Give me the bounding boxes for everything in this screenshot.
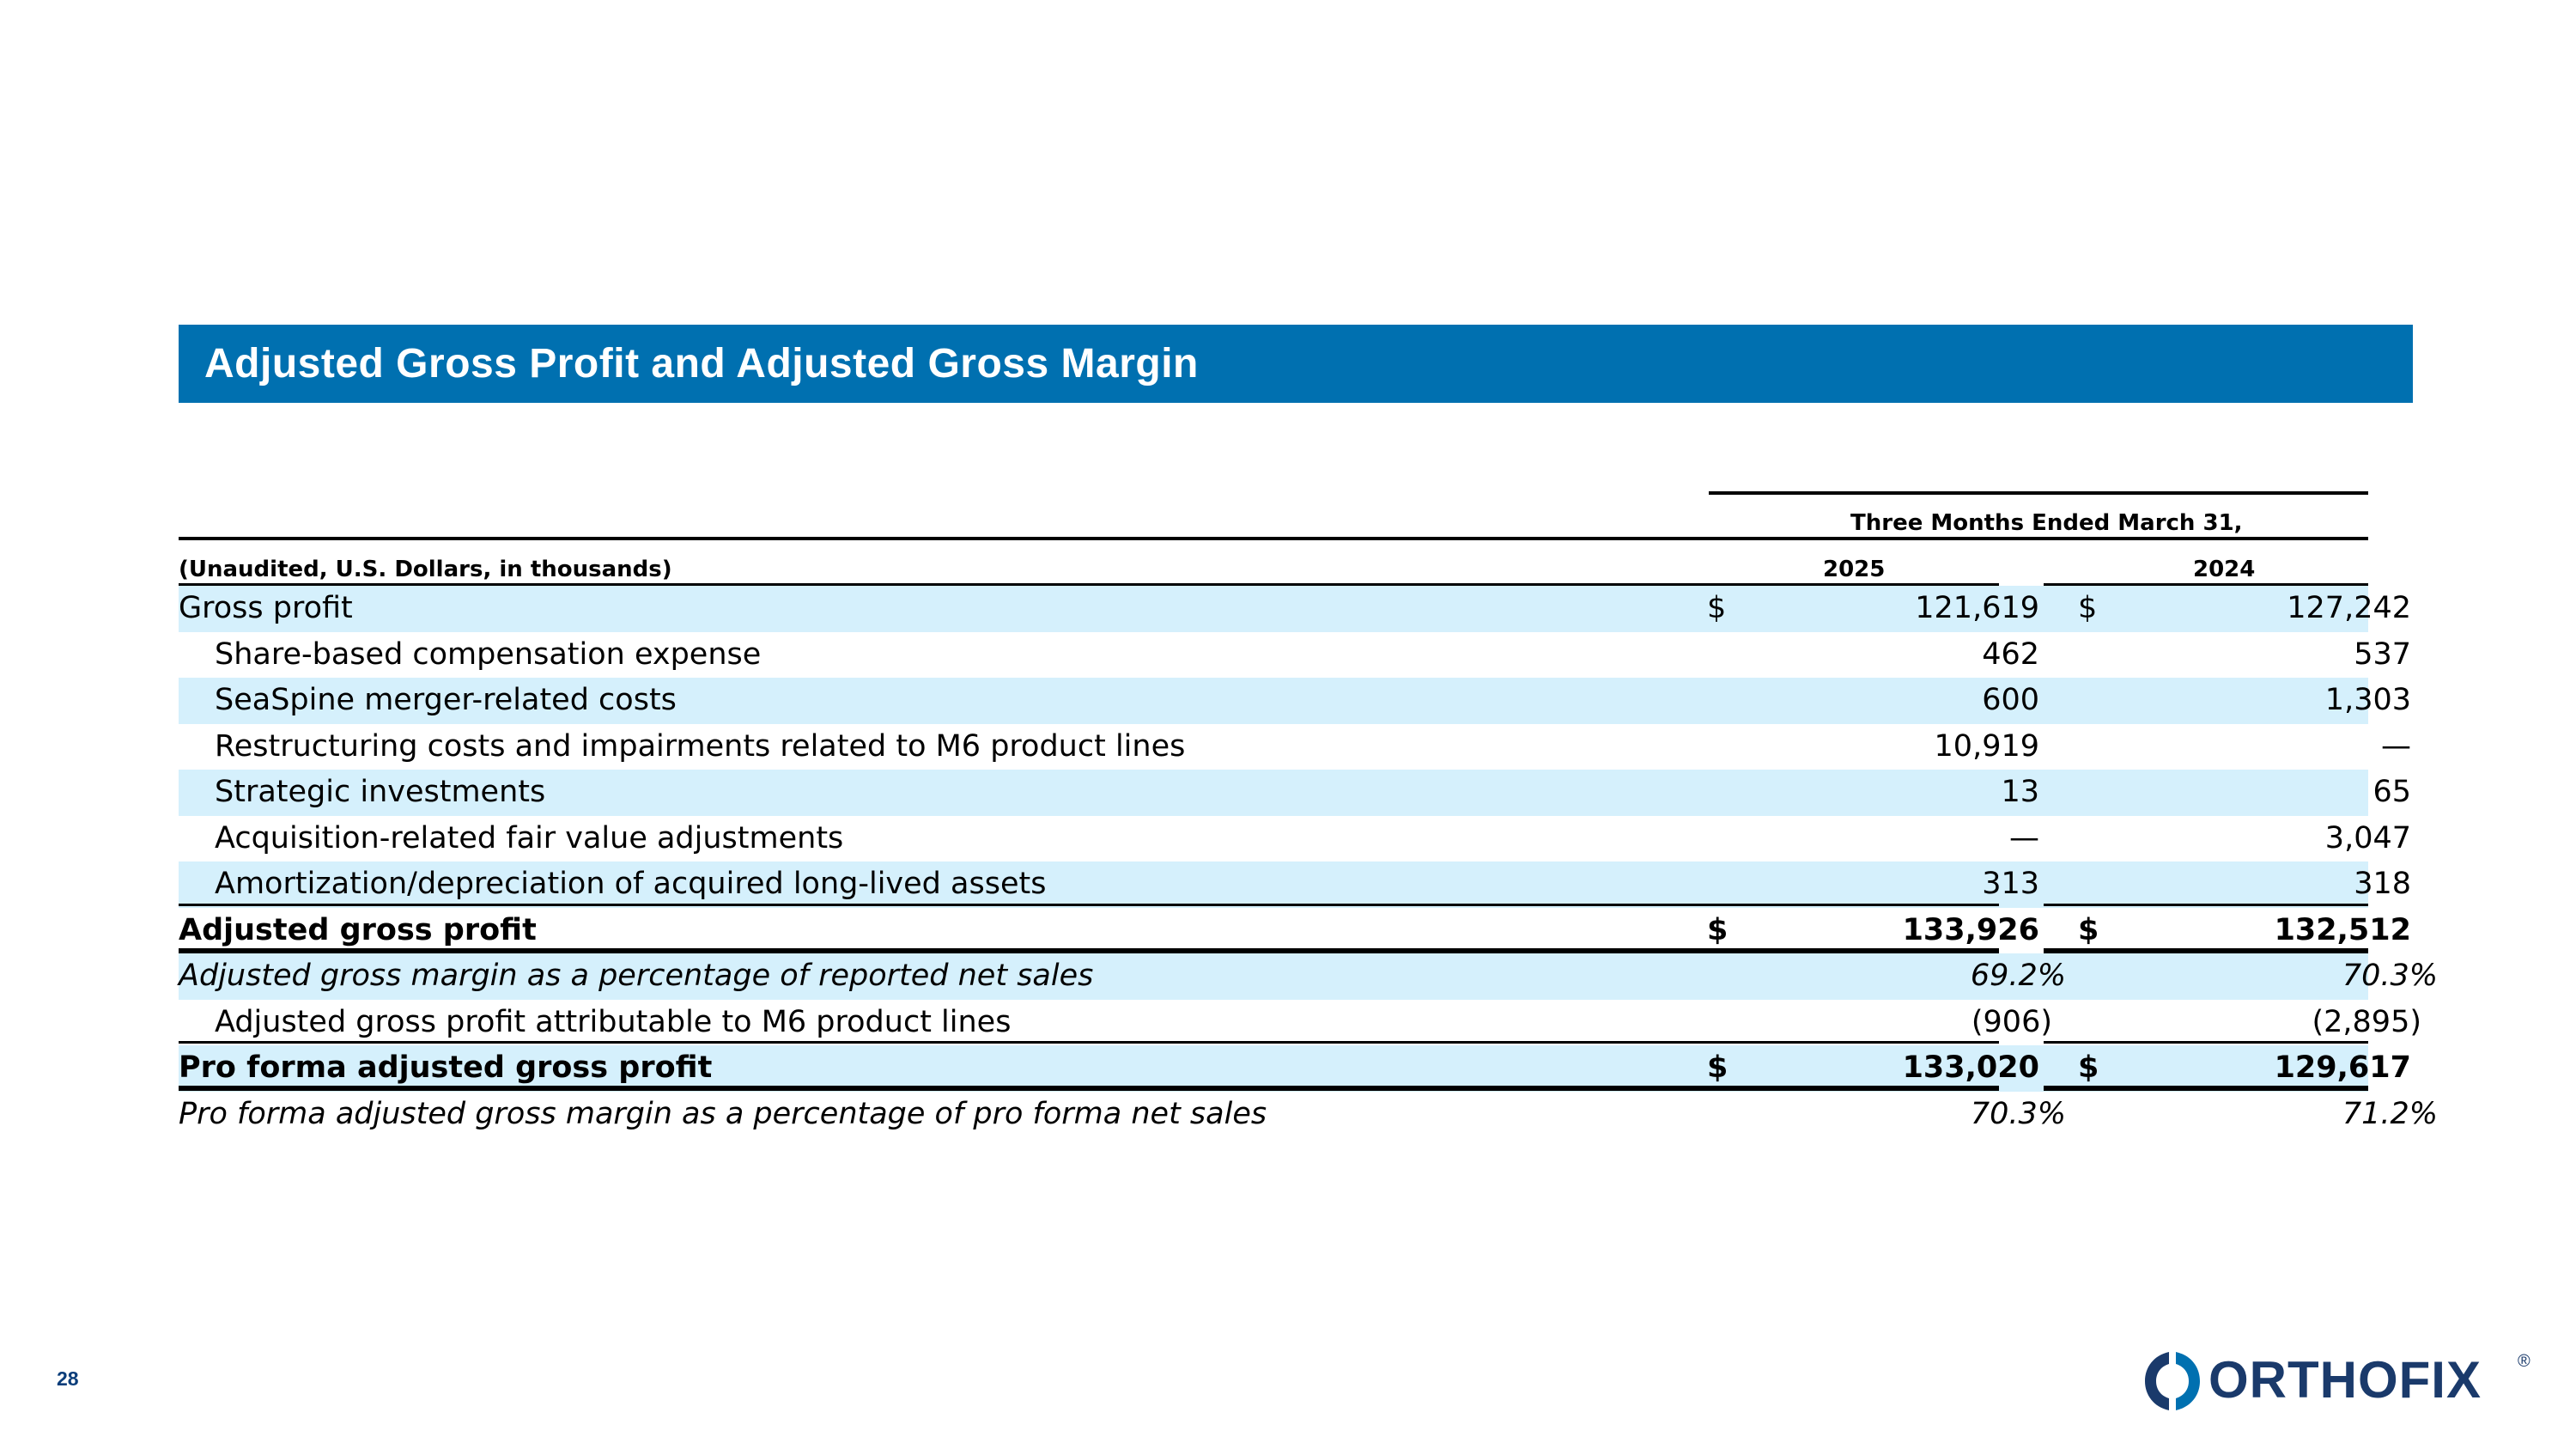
value-2024: 318 [2354, 867, 2411, 901]
period-top-rule [1709, 491, 2368, 495]
currency-symbol: $ [1707, 1050, 1728, 1085]
currency-symbol: $ [1707, 591, 1727, 625]
header-mid-rule [179, 537, 2368, 540]
row-label: Acquisition-related fair value adjustmen… [215, 820, 844, 855]
col-2024-header: 2024 [2193, 557, 2256, 582]
total-double-rule [2044, 948, 2368, 953]
header-bottom-rule-right [2044, 583, 2368, 587]
units-header: (Unaudited, U.S. Dollars, in thousands) [179, 557, 672, 582]
table-row-total: Adjusted gross profit $ 133,926 $ 132,51… [179, 908, 2413, 954]
currency-symbol: $ [2078, 912, 2099, 947]
value-2024: 129,617 [2274, 1050, 2411, 1085]
currency-symbol: $ [2078, 591, 2098, 625]
row-label: Share-based compensation expense [215, 636, 762, 672]
value-2024: 132,512 [2274, 912, 2411, 947]
value-2025: 13 [2001, 775, 2039, 809]
value-2025: 10,919 [1934, 728, 2039, 764]
value-2025: 121,619 [1915, 591, 2039, 625]
value-2024: 65 [2372, 775, 2411, 809]
financial-table: Gross profit $ 121,619 $ 127,242 Share-b… [179, 586, 2438, 1138]
table-row: Acquisition-related fair value adjustmen… [179, 816, 2413, 862]
logo-text: ORTHOFIX [2208, 1351, 2482, 1409]
value-2024: 70.3% [2342, 959, 2438, 993]
row-label: Pro forma adjusted gross profit [179, 1050, 713, 1085]
value-2025: 133,020 [1902, 1050, 2039, 1085]
value-2024: — [2381, 728, 2411, 764]
table-row: Gross profit $ 121,619 $ 127,242 [179, 586, 2413, 632]
row-label: Adjusted gross profit attributable to M6… [215, 1004, 1012, 1039]
table-row: Restructuring costs and impairments rela… [179, 724, 2413, 770]
value-2024: (2,895) [2312, 1004, 2421, 1039]
value-2024: 71.2% [2342, 1096, 2438, 1131]
value-2024: 127,242 [2287, 591, 2411, 625]
value-2024: 537 [2354, 636, 2411, 672]
page-title: Adjusted Gross Profit and Adjusted Gross… [204, 341, 1199, 387]
title-bar: Adjusted Gross Profit and Adjusted Gross… [179, 325, 2413, 403]
value-2024: 1,303 [2324, 683, 2411, 717]
value-2025: — [2009, 820, 2039, 855]
row-label: SeaSpine merger-related costs [215, 683, 677, 717]
value-2025: 600 [1982, 683, 2039, 717]
total-double-rule [2044, 1086, 2368, 1091]
value-2025: (906) [1971, 1004, 2052, 1039]
value-2025: 70.3% [1970, 1096, 2066, 1131]
value-2025: 133,926 [1902, 912, 2039, 947]
orthofix-mark-icon [2145, 1352, 2200, 1410]
table-row-percent: Pro forma adjusted gross margin as a per… [179, 1092, 2438, 1138]
page-number: 28 [57, 1367, 79, 1390]
orthofix-logo: ORTHOFIX ® [2140, 1347, 2535, 1416]
table-row: SeaSpine merger-related costs 600 1,303 [179, 678, 2413, 724]
table-row-total: Pro forma adjusted gross profit $ 133,02… [179, 1045, 2413, 1092]
table-row: Amortization/depreciation of acquired lo… [179, 861, 2413, 908]
total-double-rule [179, 948, 1999, 953]
value-2024: 3,047 [2324, 820, 2411, 855]
subtotal-rule [179, 1041, 1999, 1044]
subtotal-rule [2044, 1041, 2368, 1044]
row-label: Gross profit [179, 591, 353, 625]
currency-symbol: $ [2078, 1050, 2099, 1085]
table-row: Adjusted gross profit attributable to M6… [179, 1000, 2421, 1046]
subtotal-rule [179, 904, 1999, 906]
registered-mark: ® [2518, 1352, 2530, 1371]
currency-symbol: $ [1707, 912, 1728, 947]
header-bottom-rule-left [179, 583, 1999, 587]
row-label: Pro forma adjusted gross margin as a per… [179, 1096, 1267, 1131]
value-2025: 69.2% [1970, 959, 2066, 993]
row-label: Adjusted gross margin as a percentage of… [179, 959, 1094, 993]
period-header: Three Months Ended March 31, [1850, 510, 2243, 536]
table-row: Strategic investments 13 65 [179, 770, 2413, 816]
value-2025: 462 [1982, 636, 2039, 672]
row-label: Amortization/depreciation of acquired lo… [215, 867, 1047, 901]
table-row-percent: Adjusted gross margin as a percentage of… [179, 953, 2438, 1000]
value-2025: 313 [1982, 867, 2039, 901]
subtotal-rule [2044, 904, 2368, 906]
col-2025-header: 2025 [1823, 557, 1886, 582]
row-label: Adjusted gross profit [179, 912, 537, 947]
table-row: Share-based compensation expense 462 537 [179, 632, 2413, 679]
row-label: Strategic investments [215, 775, 546, 809]
row-label: Restructuring costs and impairments rela… [215, 728, 1186, 764]
total-double-rule [179, 1086, 1999, 1091]
